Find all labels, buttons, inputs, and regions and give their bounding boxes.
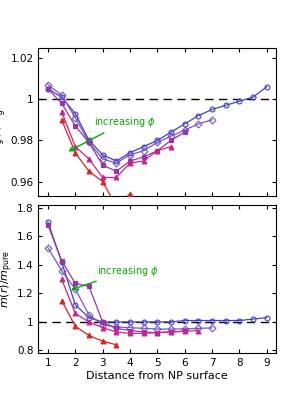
Y-axis label: $m(r)/m_\mathrm{pure}$: $m(r)/m_\mathrm{pure}$: [0, 250, 15, 308]
Text: increasing $\phi$: increasing $\phi$: [70, 115, 156, 151]
X-axis label: Distance from NP surface: Distance from NP surface: [87, 371, 228, 381]
Y-axis label: $T_g(r)/T_g^\mathrm{pure}$: $T_g(r)/T_g^\mathrm{pure}$: [0, 94, 9, 150]
Text: increasing $\phi$: increasing $\phi$: [72, 264, 159, 290]
